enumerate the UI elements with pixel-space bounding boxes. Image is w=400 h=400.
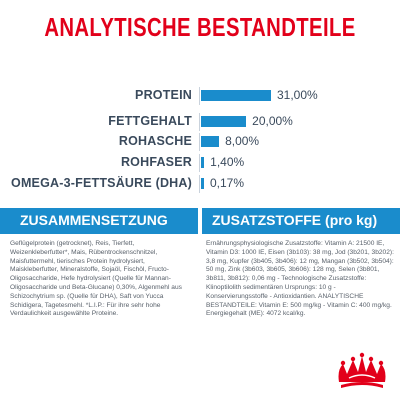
bar-axis-tick (199, 87, 200, 105)
bar-axis-tick (199, 133, 200, 151)
bar-3 (201, 157, 205, 168)
bar-label-3: ROHFASER (120, 155, 192, 169)
bar-label-4: OMEGA-3-FETTSÄURE (DHA) (11, 176, 192, 190)
bar-2 (201, 136, 220, 147)
bar-value-1: 20,00% (252, 114, 293, 128)
bar-label-0: PROTEIN (135, 88, 192, 102)
royal-canin-crown-icon (333, 352, 391, 392)
additives-text-block: Ernährungsphysiologische Zusatzstoffe: V… (206, 240, 394, 319)
bar-label-1: FETTGEHALT (108, 114, 192, 128)
bar-value-3: 1,40% (210, 155, 245, 169)
page-title: ANALYTISCHE BESTANDTEILE (44, 12, 356, 42)
bar-label-2: ROHASCHE (118, 134, 192, 148)
bar-value-2: 8,00% (225, 134, 260, 148)
bar-4 (201, 178, 204, 189)
nutrient-bar-chart: PROTEIN 31,00% FETTGEHALT 20,00% ROHASCHE 8,0… (11, 87, 318, 193)
bar-axis-tick (199, 175, 200, 193)
bar-value-0: 31,00% (277, 88, 318, 102)
bar-1 (201, 116, 247, 127)
bar-axis-tick (199, 154, 200, 172)
bar-value-4: 0,17% (210, 176, 245, 190)
section-header-divider (198, 208, 202, 234)
composition-heading: ZUSAMMENSETZUNG (20, 212, 168, 228)
additives-text: Ernährungsphysiologische Zusatzstoffe: V… (206, 240, 394, 318)
composition-text-block: Geflügelprotein (getrocknet), Reis, Tier… (10, 240, 193, 319)
composition-text: Geflügelprotein (getrocknet), Reis, Tier… (10, 240, 182, 318)
bar-0 (201, 90, 271, 101)
additives-heading: ZUSATZSTOFFE (pro kg) (212, 212, 378, 228)
bar-axis-tick (199, 113, 200, 131)
